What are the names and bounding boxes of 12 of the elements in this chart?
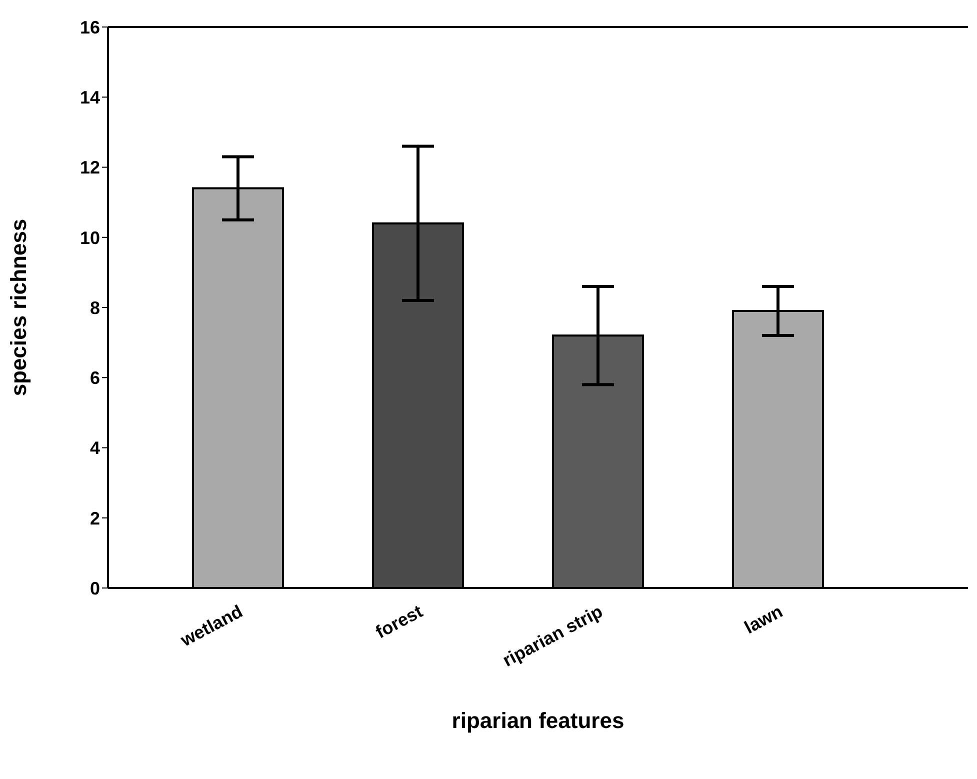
y-tick-label: 16 <box>80 17 100 38</box>
y-tick-label: 6 <box>90 368 100 388</box>
y-tick-label: 2 <box>90 508 100 528</box>
y-tick-label: 0 <box>90 578 100 598</box>
y-tick-label: 10 <box>80 228 100 248</box>
y-tick-label: 12 <box>80 158 100 178</box>
y-axis-title: species richness <box>6 218 31 396</box>
x-axis-title: riparian features <box>452 708 624 733</box>
x-tick-label: lawn <box>741 601 786 638</box>
y-tick-label: 8 <box>90 298 100 318</box>
y-tick-label: 4 <box>90 438 100 458</box>
y-tick-label: 14 <box>80 88 100 108</box>
